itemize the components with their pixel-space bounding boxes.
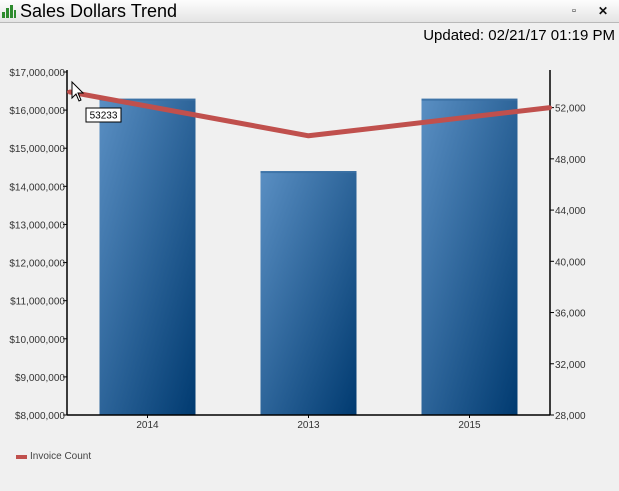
invoice-count-point [306, 133, 311, 138]
bar-2013[interactable] [260, 171, 357, 415]
left-tick-label: $10,000,000 [9, 335, 65, 346]
right-tick-label: 48,000 [555, 155, 586, 166]
right-tick-label: 28,000 [555, 411, 586, 422]
bar-top-2014 [99, 98, 196, 101]
invoice-count-point [548, 105, 552, 110]
updated-timestamp: Updated: 02/21/17 01:19 PM [423, 27, 615, 44]
x-tick-label: 2014 [136, 420, 159, 431]
window-title: Sales Dollars Trend [20, 1, 178, 21]
right-tick-label: 32,000 [555, 360, 586, 371]
left-tick-label: $11,000,000 [10, 297, 65, 308]
legend: Invoice Count [16, 451, 91, 462]
minimize-icon: ▫ [572, 4, 576, 17]
left-tick-label: $13,000,000 [9, 220, 65, 231]
left-tick-label: $15,000,000 [9, 144, 65, 155]
title-bar: Sales Dollars Trend ▫ ✕ [0, 0, 619, 23]
left-tick-label: $14,000,000 [9, 182, 65, 193]
mouse-cursor-icon [71, 80, 85, 102]
right-tick-label: 36,000 [555, 309, 586, 320]
data-tooltip: 53233 [85, 107, 122, 123]
left-tick-label: $8,000,000 [15, 411, 65, 422]
tooltip-text: 53233 [90, 111, 118, 122]
bar-2015[interactable] [421, 98, 518, 415]
right-tick-label: 40,000 [555, 257, 586, 268]
left-tick-label: $9,000,000 [15, 373, 65, 384]
close-button[interactable]: ✕ [592, 2, 614, 19]
right-tick-label: 52,000 [555, 104, 586, 115]
tooltip-box [85, 107, 122, 123]
x-tick-label: 2013 [297, 420, 320, 431]
close-icon: ✕ [597, 3, 609, 18]
left-tick-label: $16,000,000 [9, 106, 65, 117]
left-tick-label: $12,000,000 [9, 259, 65, 270]
legend-label-invoice-count: Invoice Count [30, 451, 92, 462]
x-tick-label: 2015 [458, 420, 481, 431]
bar-2014[interactable] [99, 98, 196, 415]
bar-chart-icon [2, 5, 16, 18]
invoice-count-point [67, 89, 71, 94]
bar-top-2013 [260, 171, 357, 174]
minimize-button[interactable]: ▫ [563, 2, 585, 19]
legend-swatch-invoice-count [16, 454, 27, 459]
left-tick-label: $17,000,000 [9, 68, 65, 79]
bar-top-2015 [421, 98, 518, 101]
right-tick-label: 44,000 [555, 206, 586, 217]
